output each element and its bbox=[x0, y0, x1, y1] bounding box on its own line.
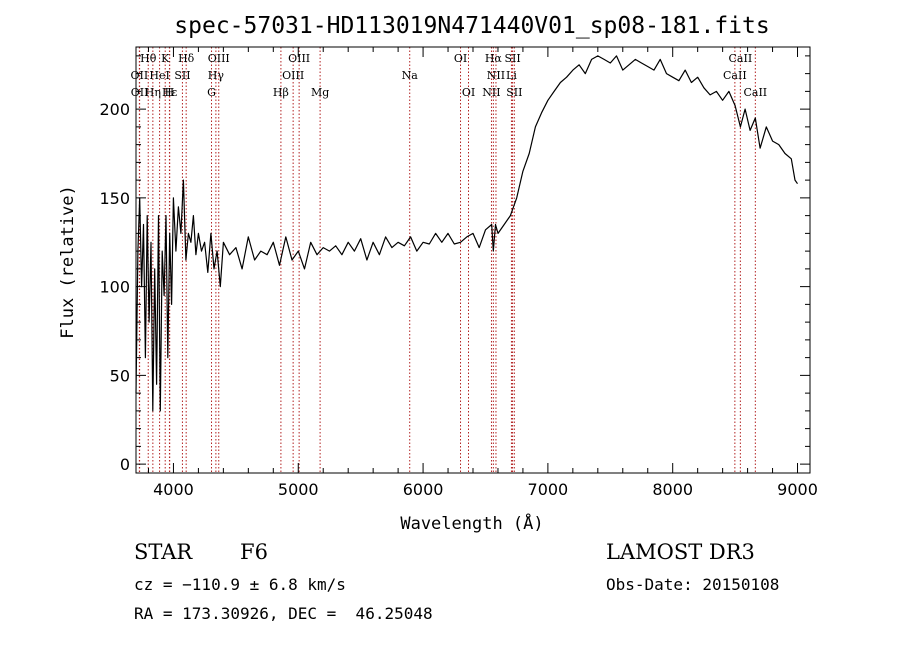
line-label: K bbox=[161, 52, 170, 65]
line-label: NII bbox=[487, 69, 505, 82]
y-axis-label: Flux (relative) bbox=[58, 185, 78, 339]
line-label: NII bbox=[482, 86, 500, 99]
y-tick-label: 50 bbox=[110, 366, 130, 385]
x-axis: 4000 5000 6000 7000 8000 9000 bbox=[147, 47, 818, 499]
line-label: CaII bbox=[729, 52, 753, 65]
line-label: H bbox=[165, 86, 175, 99]
x-tick-label: 6000 bbox=[403, 480, 444, 499]
line-label: SII bbox=[504, 52, 520, 65]
spectrum-series bbox=[135, 55, 798, 412]
line-label: Hδ bbox=[178, 52, 195, 65]
spectrum-line bbox=[135, 55, 798, 412]
line-label: Hη bbox=[145, 86, 161, 99]
line-label: CaII bbox=[723, 69, 747, 82]
y-axis: 0 50 100 150 200 bbox=[99, 55, 810, 474]
x-tick-label: 9000 bbox=[777, 480, 818, 499]
line-label: Hε bbox=[162, 86, 178, 99]
x-tick-label: 7000 bbox=[528, 480, 569, 499]
y-tick-label: 100 bbox=[99, 278, 130, 297]
line-label: Hα bbox=[485, 52, 503, 65]
spectral-line-markers bbox=[138, 47, 756, 473]
x-axis-label: Wavelength (Å) bbox=[400, 512, 543, 534]
line-label: OII bbox=[131, 86, 149, 99]
line-label: OII bbox=[131, 69, 149, 82]
y-tick-label: 200 bbox=[99, 100, 130, 119]
line-label: SII bbox=[174, 69, 190, 82]
line-label: SII bbox=[506, 86, 522, 99]
line-label: CaII bbox=[743, 86, 767, 99]
x-tick-label: 8000 bbox=[652, 480, 693, 499]
line-label: Li bbox=[506, 69, 517, 82]
coordinates: RA = 173.30926, DEC = 46.25048 bbox=[134, 604, 433, 623]
line-label: OIII bbox=[282, 69, 304, 82]
line-label: Hγ bbox=[208, 69, 225, 82]
survey-name: LAMOST DR3 bbox=[606, 540, 755, 564]
line-label: OIII bbox=[208, 52, 230, 65]
x-tick-label: 5000 bbox=[278, 480, 319, 499]
line-label: OI bbox=[454, 52, 467, 65]
chart-title: spec-57031-HD113019N471440V01_sp08-181.f… bbox=[174, 13, 769, 39]
observation-date: Obs-Date: 20150108 bbox=[606, 575, 780, 594]
object-class: STAR bbox=[134, 540, 193, 564]
line-label: Hβ bbox=[273, 86, 289, 99]
plot-frame bbox=[135, 46, 811, 474]
redshift-velocity: cz = −110.9 ± 6.8 km/s bbox=[134, 575, 346, 594]
x-tick-label: 4000 bbox=[153, 480, 194, 499]
object-subclass: F6 bbox=[240, 540, 268, 564]
y-tick-label: 150 bbox=[99, 189, 130, 208]
line-label: Mg bbox=[311, 86, 329, 99]
line-label: G bbox=[207, 86, 216, 99]
y-tick-label: 0 bbox=[120, 455, 130, 474]
line-label: OIII bbox=[288, 52, 310, 65]
line-label: Na bbox=[402, 69, 419, 82]
line-label: OI bbox=[462, 86, 475, 99]
line-label: HeI bbox=[149, 69, 169, 82]
line-label: Hθ bbox=[140, 52, 157, 65]
